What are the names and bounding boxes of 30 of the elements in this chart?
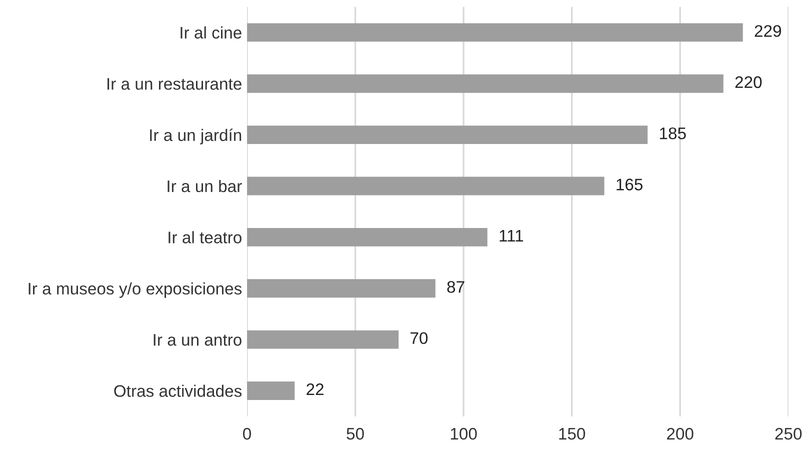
bar	[247, 330, 399, 349]
y-tick-label: Ir a un bar	[168, 180, 242, 192]
bar	[247, 382, 295, 400]
y-tick-label: Ir al teatro	[168, 231, 242, 244]
y-tick-label: Ir a un jardín	[150, 128, 242, 144]
data-label: 111	[500, 230, 524, 242]
data-label: 87	[447, 281, 464, 293]
x-tick-label: 250	[775, 428, 802, 440]
bar	[247, 228, 488, 246]
data-label: 22	[306, 383, 324, 396]
x-tick-label: 200	[667, 428, 694, 440]
bar	[247, 126, 648, 144]
data-label: 185	[660, 127, 686, 140]
data-label: 229	[754, 25, 782, 37]
y-tick-label: Ir a un restaurante	[108, 78, 242, 90]
x-tick-label: 0	[243, 428, 251, 440]
data-label: 220	[735, 76, 762, 88]
bar	[247, 176, 604, 196]
bar	[247, 23, 743, 42]
x-tick-label: 150	[559, 428, 586, 440]
y-tick-label: Otras actividades	[114, 384, 242, 397]
x-tick-label: 100	[450, 428, 477, 440]
data-label: 70	[410, 332, 428, 344]
data-label: 165	[616, 178, 643, 190]
x-tick-label: 50	[346, 428, 364, 440]
y-tick-label: Ir a un antro	[154, 334, 242, 346]
y-tick-label: Ir a museos y/o exposiciones	[28, 282, 242, 298]
bar	[247, 74, 724, 93]
bar	[247, 279, 436, 298]
y-tick-label: Ir al cine	[180, 26, 242, 39]
